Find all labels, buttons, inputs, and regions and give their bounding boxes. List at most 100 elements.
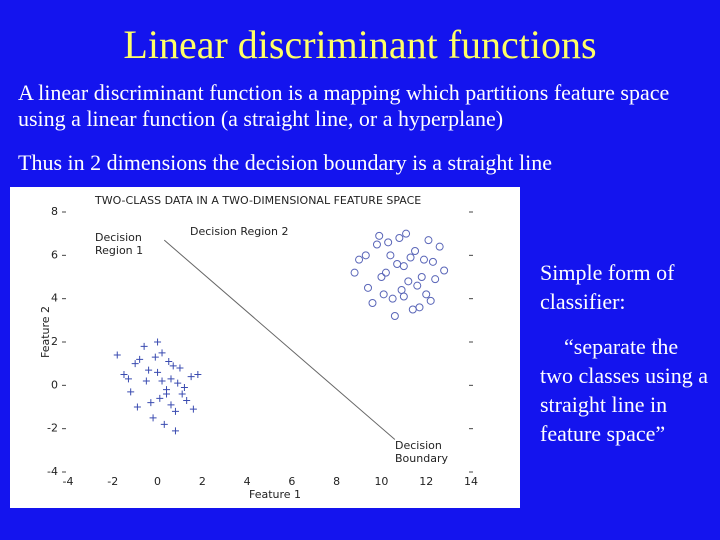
point	[424, 236, 433, 245]
x-tick-label: -4	[63, 475, 74, 488]
point	[406, 253, 415, 262]
point	[171, 427, 179, 435]
point	[393, 260, 402, 268]
point	[361, 251, 370, 260]
x-tick-label: 2	[199, 475, 206, 488]
point	[147, 399, 155, 407]
point	[435, 242, 444, 251]
slide-title: Linear discriminant functions	[123, 22, 597, 67]
point	[428, 257, 437, 266]
x-tick-label: 0	[154, 475, 161, 488]
point	[131, 360, 139, 368]
point	[402, 229, 411, 238]
point	[127, 388, 135, 396]
annotation: Decision Boundary	[395, 439, 448, 465]
y-axis-label: Feature 2	[39, 306, 52, 358]
point	[149, 414, 157, 422]
point	[142, 377, 150, 385]
point	[422, 290, 431, 299]
point	[154, 338, 162, 346]
point	[377, 273, 386, 281]
x-tick-label: 8	[333, 475, 340, 488]
chart-title: TWO-CLASS DATA IN A TWO-DIMENSIONAL FEAT…	[94, 194, 421, 207]
side-paragraph: “separate the two classes using a straig…	[540, 334, 709, 446]
decision-boundary	[163, 239, 396, 440]
point	[160, 420, 168, 428]
point	[440, 266, 449, 275]
point	[158, 377, 166, 385]
point	[133, 403, 141, 411]
point	[388, 294, 397, 303]
annotation: Decision Region 2	[190, 225, 289, 238]
point	[364, 283, 373, 292]
point	[413, 281, 422, 290]
point	[145, 366, 153, 374]
annotation: Decision Region 1	[95, 231, 144, 257]
point	[171, 407, 179, 415]
x-tick-label: 14	[464, 475, 478, 488]
y-tick-label: -4	[47, 465, 58, 478]
y-tick-label: 2	[51, 335, 58, 348]
point	[419, 255, 428, 264]
point	[408, 305, 417, 314]
point	[415, 303, 424, 312]
point	[372, 240, 381, 249]
point	[169, 362, 177, 370]
point	[156, 394, 164, 402]
chart: TWO-CLASS DATA IN A TWO-DIMENSIONAL FEAT…	[39, 194, 478, 501]
point	[120, 371, 128, 378]
paragraph: A linear discriminant function is a mapp…	[18, 80, 670, 131]
x-tick-label: 12	[419, 475, 433, 488]
point	[375, 231, 384, 240]
point	[397, 286, 406, 294]
point	[151, 353, 159, 361]
point	[167, 375, 175, 383]
x-tick-label: -2	[107, 475, 118, 488]
point	[431, 275, 440, 284]
point	[176, 364, 184, 372]
side-text: Simple form of classifier: “separate the…	[540, 258, 715, 464]
point	[167, 401, 175, 409]
point	[187, 373, 195, 381]
side-paragraph: Simple form of classifier:	[540, 260, 675, 314]
chart-image: TWO-CLASS DATA IN A TWO-DIMENSIONAL FEAT…	[10, 187, 520, 508]
point	[411, 247, 420, 255]
point	[426, 296, 435, 305]
y-tick-label: 4	[51, 292, 58, 305]
point	[381, 268, 390, 277]
point	[140, 342, 148, 350]
point	[399, 262, 408, 271]
y-tick-label: 6	[51, 248, 58, 261]
point	[113, 351, 121, 359]
point	[395, 234, 404, 242]
point	[194, 371, 202, 378]
point	[124, 375, 132, 383]
point	[163, 386, 171, 394]
point	[183, 397, 191, 404]
point	[390, 312, 399, 320]
y-tick-label: 8	[51, 205, 58, 218]
x-axis-label: Feature 1	[249, 488, 301, 501]
point	[384, 238, 393, 247]
point	[417, 273, 426, 281]
point	[399, 292, 408, 301]
x-tick-label: 6	[288, 475, 295, 488]
point	[154, 368, 162, 376]
point	[350, 268, 359, 277]
point	[180, 384, 188, 391]
point	[178, 390, 186, 398]
point	[379, 290, 388, 299]
point	[386, 251, 395, 260]
point	[136, 355, 144, 363]
y-tick-label: -2	[47, 422, 58, 435]
point	[355, 255, 364, 264]
x-tick-label: 4	[244, 475, 251, 488]
point	[404, 277, 413, 286]
y-tick-label: 0	[51, 378, 58, 391]
paragraph: Thus in 2 dimensions the decision bounda…	[18, 150, 553, 175]
point	[158, 349, 166, 357]
point	[189, 405, 197, 413]
point	[165, 358, 173, 365]
x-tick-label: 10	[374, 475, 388, 488]
